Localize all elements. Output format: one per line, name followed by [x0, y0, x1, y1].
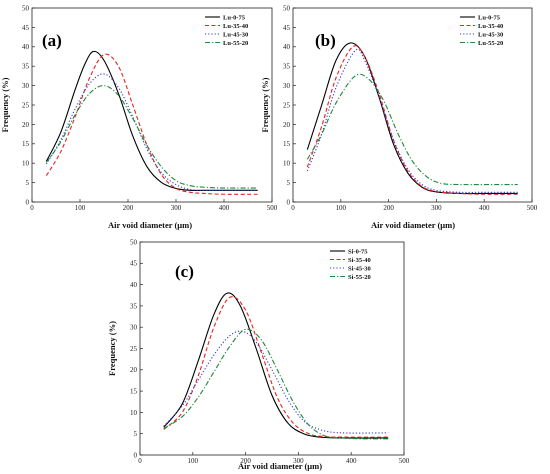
x-tick-label: 100 — [75, 204, 86, 212]
x-axis-label: Air void diameter (μm) — [238, 461, 322, 471]
y-tick-label: 5 — [287, 179, 291, 187]
panel-label: (c) — [175, 262, 194, 281]
x-tick-label: 0 — [291, 204, 295, 212]
x-tick-label: 400 — [479, 204, 490, 212]
y-tick-label: 20 — [22, 121, 30, 129]
y-tick-label: 50 — [130, 238, 138, 246]
y-tick-label: 0 — [287, 198, 291, 206]
y-tick-label: 25 — [22, 101, 30, 109]
y-axis-label: Frequency (%) — [260, 77, 270, 132]
x-tick-label: 200 — [123, 204, 134, 212]
series-line-3 — [163, 328, 389, 440]
y-tick-label: 40 — [22, 43, 30, 51]
y-tick-label: 0 — [26, 198, 30, 206]
series-line-2 — [306, 48, 518, 193]
x-tick-label: 100 — [188, 457, 199, 465]
y-tick-label: 0 — [134, 451, 138, 459]
y-tick-label: 40 — [283, 43, 291, 51]
x-tick-label: 200 — [240, 457, 251, 465]
series-line-2 — [45, 73, 258, 191]
series-line-3 — [45, 85, 258, 189]
y-tick-label: 50 — [22, 4, 30, 12]
legend-entry: Lu-35-40 — [478, 23, 503, 30]
series-line-3 — [306, 73, 518, 186]
y-axis-label: Frequency (%) — [107, 321, 117, 376]
y-tick-label: 15 — [22, 140, 30, 148]
legend-entry: Lu-35-40 — [223, 23, 248, 30]
legend-entry: Si-55-20 — [348, 274, 371, 281]
y-tick-label: 40 — [130, 281, 138, 289]
x-tick-label: 400 — [346, 457, 357, 465]
y-tick-label: 30 — [283, 82, 291, 90]
panel-0: 0 100 200 300 400 500 0 5 10 15 20 25 30 35 40 45 50 Air … — [0, 4, 278, 230]
x-tick-label: 500 — [399, 457, 410, 465]
legend-entry: Lu-55-20 — [478, 40, 503, 47]
x-tick-label: 500 — [267, 204, 278, 212]
series-line-1 — [306, 45, 518, 195]
x-axis-label: Air void diameter (μm) — [108, 220, 192, 230]
x-tick-label: 100 — [336, 204, 347, 212]
series-line-1 — [163, 296, 389, 438]
legend-entry: Lu-45-30 — [223, 31, 248, 38]
y-tick-label: 45 — [22, 24, 30, 32]
legend-entry: Lu-0-75 — [478, 14, 501, 21]
y-tick-label: 45 — [283, 24, 291, 32]
series-line-2 — [163, 330, 389, 434]
y-axis-label: Frequency (%) — [0, 77, 10, 132]
y-tick-label: 25 — [283, 101, 291, 109]
y-tick-label: 10 — [130, 409, 138, 417]
x-tick-label: 300 — [293, 457, 304, 465]
y-tick-label: 10 — [283, 160, 291, 168]
y-tick-label: 45 — [130, 260, 138, 268]
panel-label: (a) — [42, 31, 62, 50]
legend-entry: Lu-55-20 — [223, 40, 248, 47]
y-tick-label: 20 — [283, 121, 291, 129]
x-tick-label: 0 — [138, 457, 142, 465]
legend-entry: Si-0-75 — [348, 248, 368, 255]
panel-1: 0 100 200 300 400 500 0 5 10 15 20 25 30 35 40 45 50 Air … — [260, 4, 538, 230]
y-tick-label: 20 — [130, 366, 138, 374]
x-tick-label: 400 — [219, 204, 230, 212]
panel-label: (b) — [315, 31, 336, 50]
y-tick-label: 35 — [130, 302, 138, 310]
legend-entry: Si-35-40 — [348, 257, 371, 264]
legend-entry: Si-45-30 — [348, 265, 371, 272]
y-tick-label: 15 — [130, 388, 138, 396]
series-line-0 — [306, 42, 518, 195]
y-tick-label: 15 — [283, 140, 291, 148]
y-tick-label: 5 — [134, 430, 138, 438]
y-tick-label: 35 — [22, 63, 30, 71]
x-tick-label: 300 — [171, 204, 182, 212]
series-line-1 — [45, 53, 258, 195]
y-tick-label: 5 — [26, 179, 30, 187]
x-tick-label: 0 — [30, 204, 34, 212]
series-line-0 — [163, 292, 389, 439]
x-tick-label: 500 — [527, 204, 538, 212]
legend-entry: Lu-45-30 — [478, 31, 503, 38]
y-tick-label: 10 — [22, 160, 30, 168]
y-tick-label: 50 — [283, 4, 291, 12]
series-line-0 — [45, 50, 258, 192]
y-tick-label: 35 — [283, 63, 291, 71]
x-tick-label: 200 — [383, 204, 394, 212]
y-tick-label: 30 — [130, 324, 138, 332]
x-axis-label: Air void diameter (μm) — [371, 220, 455, 230]
y-tick-label: 25 — [130, 345, 138, 353]
panel-2: 0 100 200 300 400 500 0 5 10 15 20 25 30 35 40 45 50 Air … — [107, 238, 410, 471]
legend-entry: Lu-0-75 — [223, 14, 246, 21]
y-tick-label: 30 — [22, 82, 30, 90]
x-tick-label: 300 — [431, 204, 442, 212]
